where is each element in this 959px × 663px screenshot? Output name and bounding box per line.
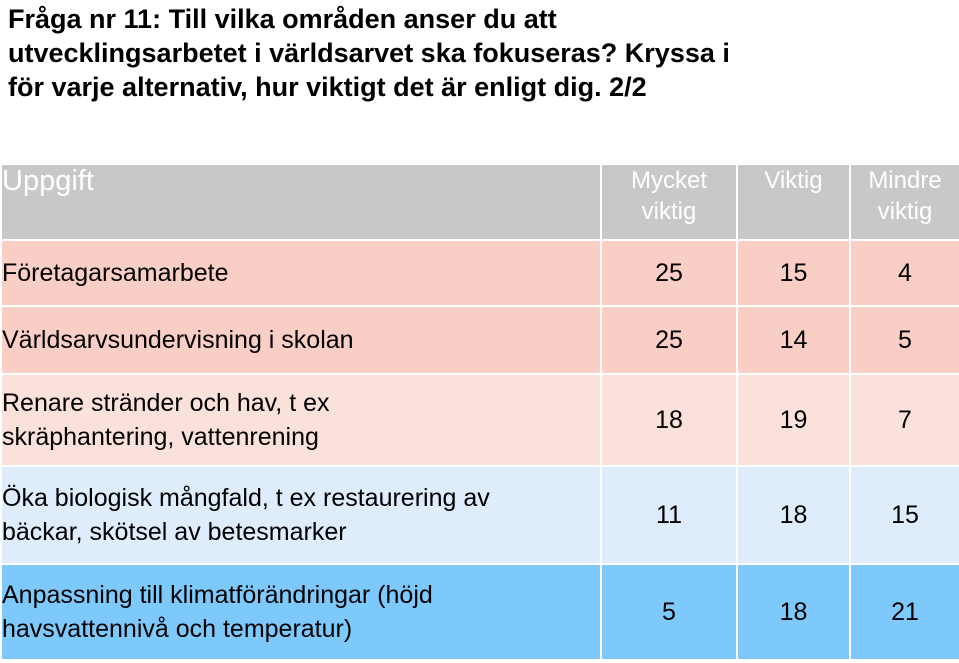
task-label-line: havsvattennivå och temperatur) bbox=[2, 615, 353, 643]
header-very-important: Mycket viktig bbox=[600, 163, 738, 241]
less-important-count: 7 bbox=[849, 373, 959, 467]
task-label-line: Renare stränder och hav, t ex bbox=[2, 389, 330, 417]
table-row: Företagarsamarbete 25 15 4 bbox=[0, 239, 959, 307]
task-label-line: Världsarvsundervisning i skolan bbox=[2, 326, 354, 354]
important-count: 14 bbox=[736, 305, 851, 375]
header-less-important-line-2: viktig bbox=[877, 198, 933, 225]
table-row: Renare stränder och hav, t ex skräphante… bbox=[0, 373, 959, 467]
question-title: Fråga nr 11: Till vilka områden anser du… bbox=[8, 2, 953, 104]
question-line-3: för varje alternativ, hur viktigt det är… bbox=[8, 72, 647, 102]
task-label-line: bäckar, skötsel av betesmarker bbox=[2, 518, 347, 546]
task-cell: Företagarsamarbete bbox=[0, 239, 602, 307]
task-cell: Renare stränder och hav, t ex skräphante… bbox=[0, 373, 602, 467]
task-label-line: Företagarsamarbete bbox=[2, 259, 229, 287]
less-important-count: 15 bbox=[849, 465, 959, 565]
table-row: Öka biologisk mångfald, t ex restaurerin… bbox=[0, 465, 959, 565]
less-important-count: 21 bbox=[849, 563, 959, 661]
very-important-count: 25 bbox=[600, 305, 738, 375]
results-table: Uppgift Mycket viktig Viktig Mindre vikt… bbox=[0, 163, 959, 661]
header-very-important-line-1: Mycket bbox=[630, 167, 707, 194]
task-label-line: Öka biologisk mångfald, t ex restaurerin… bbox=[2, 484, 490, 512]
very-important-count: 5 bbox=[600, 563, 738, 661]
table-row: Världsarvsundervisning i skolan 25 14 5 bbox=[0, 305, 959, 375]
header-important: Viktig bbox=[736, 163, 851, 241]
header-less-important-line-1: Mindre bbox=[868, 167, 942, 194]
less-important-count: 5 bbox=[849, 305, 959, 375]
header-less-important: Mindre viktig bbox=[849, 163, 959, 241]
task-label-line: Anpassning till klimatförändringar (höjd bbox=[2, 581, 433, 609]
task-cell: Världsarvsundervisning i skolan bbox=[0, 305, 602, 375]
task-label-line: skräphantering, vattenrening bbox=[2, 423, 319, 451]
header-row: Uppgift Mycket viktig Viktig Mindre vikt… bbox=[0, 163, 959, 241]
important-count: 15 bbox=[736, 239, 851, 307]
important-count: 18 bbox=[736, 465, 851, 565]
header-task: Uppgift bbox=[0, 163, 602, 241]
important-count: 19 bbox=[736, 373, 851, 467]
very-important-count: 18 bbox=[600, 373, 738, 467]
task-cell: Anpassning till klimatförändringar (höjd… bbox=[0, 563, 602, 661]
question-line-1: Fråga nr 11: Till vilka områden anser du… bbox=[8, 4, 557, 34]
question-line-2: utvecklingsarbetet i världsarvet ska fok… bbox=[8, 38, 730, 68]
task-cell: Öka biologisk mångfald, t ex restaurerin… bbox=[0, 465, 602, 565]
important-count: 18 bbox=[736, 563, 851, 661]
very-important-count: 25 bbox=[600, 239, 738, 307]
less-important-count: 4 bbox=[849, 239, 959, 307]
very-important-count: 11 bbox=[600, 465, 738, 565]
header-very-important-line-2: viktig bbox=[641, 198, 697, 225]
table-row: Anpassning till klimatförändringar (höjd… bbox=[0, 563, 959, 661]
